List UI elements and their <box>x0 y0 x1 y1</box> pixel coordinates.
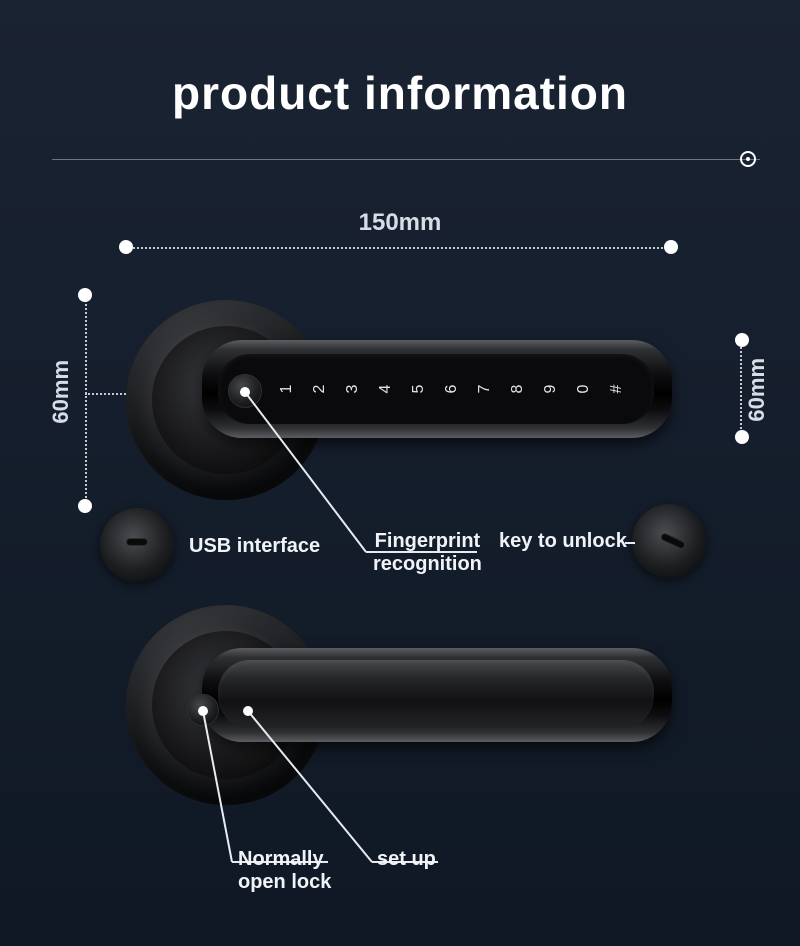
callout-setup-label: set up <box>377 848 436 871</box>
callout-setup-line <box>0 0 800 946</box>
callout-origin-dot <box>243 706 253 716</box>
